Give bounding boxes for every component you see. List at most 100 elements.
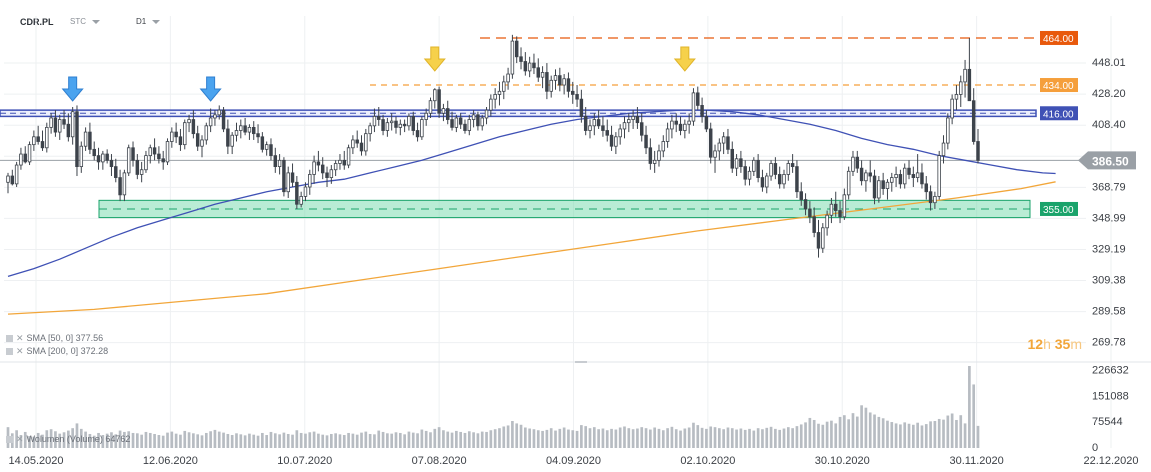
candle	[83, 127, 88, 151]
candle	[62, 110, 66, 129]
candle-body	[726, 136, 730, 150]
volume-bar	[588, 428, 592, 448]
candle-body	[898, 174, 903, 185]
candle	[217, 105, 221, 120]
volume-bar	[687, 427, 691, 448]
volume-bar	[424, 430, 428, 448]
interval-dropdown[interactable]: D1	[136, 17, 161, 26]
candle-body	[674, 120, 678, 125]
candle	[437, 86, 441, 118]
candle	[329, 165, 334, 184]
candle-body	[260, 136, 265, 150]
candle-body	[161, 158, 165, 163]
candle-body	[200, 139, 204, 147]
candle	[45, 122, 49, 153]
volume-bar	[696, 425, 700, 448]
candle	[312, 155, 316, 184]
volume-bar	[416, 433, 419, 448]
symbol-label[interactable]: CDR.PL	[20, 17, 54, 27]
volume-bar	[899, 424, 902, 448]
indicator-legend-sma200[interactable]: ✕ SMA [200, 0] 372.28	[6, 346, 108, 357]
volume-bar	[317, 433, 320, 448]
candle	[545, 63, 549, 100]
volume-bar	[325, 435, 329, 448]
candle	[144, 150, 148, 173]
price-tick-label: 408.40	[1092, 119, 1126, 131]
remove-indicator-icon[interactable]: ✕	[16, 434, 24, 444]
candle	[135, 154, 140, 180]
volume-bar	[110, 432, 113, 448]
candle	[902, 163, 907, 189]
level-label-416-00: 416.00	[1043, 109, 1074, 120]
candle	[139, 161, 144, 183]
x-tick-label: 07.08.2020	[412, 455, 467, 467]
candle	[872, 169, 877, 205]
candle	[730, 141, 735, 173]
candle	[303, 182, 308, 202]
candle-body	[838, 210, 842, 218]
candle	[385, 117, 390, 137]
candle	[665, 122, 670, 148]
candle-body	[467, 119, 472, 131]
volume-bar	[657, 428, 661, 448]
candle	[769, 160, 773, 181]
indicator-swatch-icon	[6, 348, 13, 355]
candle	[10, 169, 15, 186]
candle	[605, 119, 609, 142]
candle	[170, 127, 174, 148]
volume-bar	[248, 433, 251, 448]
candle	[622, 116, 627, 139]
candle-body	[251, 126, 256, 135]
volume-bar	[493, 429, 497, 448]
candle-body	[571, 90, 575, 95]
candle-body	[704, 116, 709, 130]
instrument-type-dropdown[interactable]: STC	[70, 17, 100, 26]
candle-body	[575, 94, 579, 100]
candle	[316, 150, 321, 172]
volume-bar	[929, 421, 932, 448]
candle-body	[678, 123, 683, 131]
candle-body	[799, 191, 803, 200]
level-label-355-00: 355.00	[1043, 205, 1074, 216]
indicator-legend-sma50[interactable]: ✕ SMA [50, 0] 377.56	[6, 333, 103, 344]
candle-body	[519, 56, 523, 62]
blue-arrow-down-icon	[61, 76, 84, 102]
candle	[489, 94, 493, 117]
x-tick-label: 22.12.2020	[1083, 455, 1138, 467]
volume-bar	[894, 423, 898, 448]
candle-body	[49, 117, 53, 128]
candle	[463, 119, 467, 134]
remove-indicator-icon[interactable]: ✕	[16, 346, 24, 356]
indicator-label: SMA [50, 0] 377.56	[26, 333, 104, 343]
remove-indicator-icon[interactable]: ✕	[16, 333, 24, 343]
chevron-down-icon	[92, 19, 100, 24]
indicator-legend-volume[interactable]: ✕ Wolumen (Volume) 64762	[6, 434, 130, 445]
candle-body	[377, 116, 381, 120]
volume-bar	[748, 428, 751, 448]
candle	[928, 185, 933, 211]
candle	[269, 138, 273, 161]
candle-body	[450, 119, 454, 128]
candle-body	[618, 128, 622, 138]
candle-body	[187, 119, 191, 124]
candle-body	[622, 122, 627, 130]
volume-bar	[830, 420, 833, 448]
volume-bar	[209, 431, 212, 448]
candle-body	[950, 98, 954, 119]
volume-bar	[631, 429, 635, 448]
candle	[368, 122, 372, 142]
volume-bar	[183, 430, 187, 448]
volume-bar	[204, 432, 208, 448]
candle-body	[721, 136, 726, 144]
candle-body	[821, 227, 825, 249]
candle-body	[833, 203, 838, 211]
candle	[213, 110, 217, 126]
volume-bar	[528, 428, 531, 448]
volume-bar	[890, 422, 894, 448]
volume-bar	[411, 432, 415, 448]
candle	[27, 141, 32, 166]
candle-body	[420, 119, 424, 138]
last-price-label: 386.50	[1092, 154, 1129, 168]
candle	[670, 114, 674, 139]
